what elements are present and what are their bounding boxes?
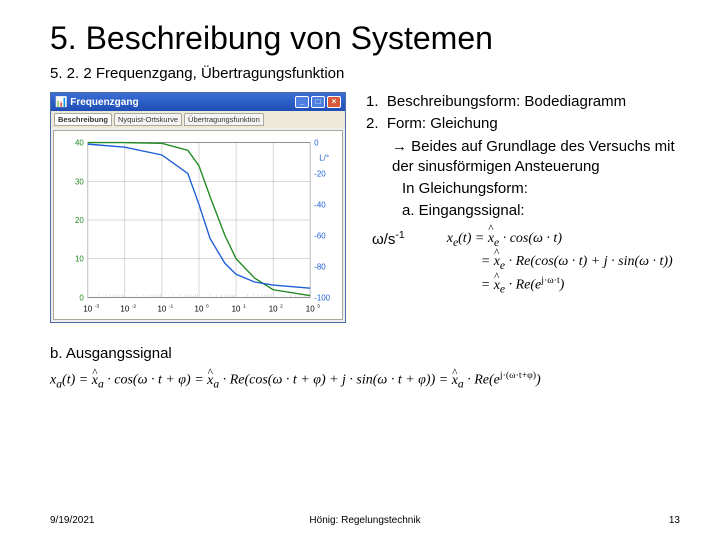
- svg-text:-1: -1: [169, 303, 174, 309]
- bode-chart: 10-310-210-1100101102103010203040-100-80…: [53, 130, 343, 320]
- subtitle: 5. 2. 2 Frequenzgang, Übertragungsfunkti…: [50, 65, 680, 82]
- svg-text:10: 10: [157, 304, 166, 313]
- sub1: In Gleichungsform:: [360, 179, 680, 199]
- li1-text: Beschreibungsform: Bodediagramm: [387, 93, 626, 110]
- svg-text:0: 0: [206, 303, 209, 309]
- li2-number: 2.: [366, 115, 379, 132]
- minimize-button[interactable]: _: [295, 96, 309, 108]
- svg-text:-20: -20: [314, 170, 326, 179]
- svg-text:40: 40: [75, 139, 84, 148]
- window-title: Frequenzgang: [70, 97, 138, 108]
- svg-text:30: 30: [75, 177, 84, 186]
- svg-text:0: 0: [79, 293, 84, 302]
- page-title: 5. Beschreibung von Systemen: [50, 20, 680, 57]
- svg-text:10: 10: [269, 304, 278, 313]
- output-label: b. Ausgangssignal: [50, 345, 680, 362]
- svg-text:-100: -100: [314, 293, 330, 302]
- maximize-button[interactable]: □: [311, 96, 325, 108]
- svg-text:-60: -60: [314, 232, 326, 241]
- svg-text:10: 10: [83, 304, 92, 313]
- svg-text:-40: -40: [314, 201, 326, 210]
- svg-text:2: 2: [280, 303, 283, 309]
- input-formulas: xe(t) = xe · cos(ω · t) = xe · Re(cos(ω …: [447, 228, 673, 299]
- svg-text:-3: -3: [95, 303, 100, 309]
- svg-text:-80: -80: [314, 262, 326, 271]
- li1-number: 1.: [366, 93, 379, 110]
- footer-page: 13: [669, 515, 680, 526]
- close-button[interactable]: ×: [327, 96, 341, 108]
- output-formula: xa(t) = xa · cos(ω · t + φ) = xa · Re(co…: [50, 370, 680, 390]
- chart-window: 📊 Frequenzgang _ □ × Beschreibung Nyquis…: [50, 92, 346, 323]
- omega-label: ω/s-1: [372, 228, 405, 250]
- sub2: a. Eingangssignal:: [360, 201, 680, 221]
- tab-uebertragung[interactable]: Übertragungsfunktion: [184, 113, 264, 126]
- svg-text:10: 10: [232, 304, 241, 313]
- svg-text:10: 10: [195, 304, 204, 313]
- svg-text:10: 10: [306, 304, 315, 313]
- tab-bar: Beschreibung Nyquist-Ortskurve Übertragu…: [51, 111, 345, 128]
- footer-center: Hönig: Regelungstechnik: [309, 515, 420, 526]
- footer: 9/19/2021 Hönig: Regelungstechnik 13: [50, 515, 680, 526]
- svg-text:L/°: L/°: [319, 153, 329, 162]
- window-titlebar: 📊 Frequenzgang _ □ ×: [51, 93, 345, 111]
- li2-text: Form: Gleichung: [387, 115, 498, 132]
- footer-date: 9/19/2021: [50, 515, 95, 526]
- svg-text:10: 10: [120, 304, 129, 313]
- svg-text:10: 10: [75, 255, 84, 264]
- svg-text:3: 3: [317, 303, 320, 309]
- arrow-text: → Beides auf Grundlage des Versuchs mit …: [360, 137, 680, 178]
- svg-text:0: 0: [314, 139, 319, 148]
- svg-text:-2: -2: [132, 303, 137, 309]
- svg-text:1: 1: [243, 303, 246, 309]
- text-block: 1. Beschreibungsform: Bodediagramm 2. Fo…: [360, 92, 680, 298]
- tab-nyquist[interactable]: Nyquist-Ortskurve: [114, 113, 182, 126]
- window-icon: 📊: [55, 97, 67, 108]
- tab-beschreibung[interactable]: Beschreibung: [54, 113, 112, 126]
- svg-text:20: 20: [75, 216, 84, 225]
